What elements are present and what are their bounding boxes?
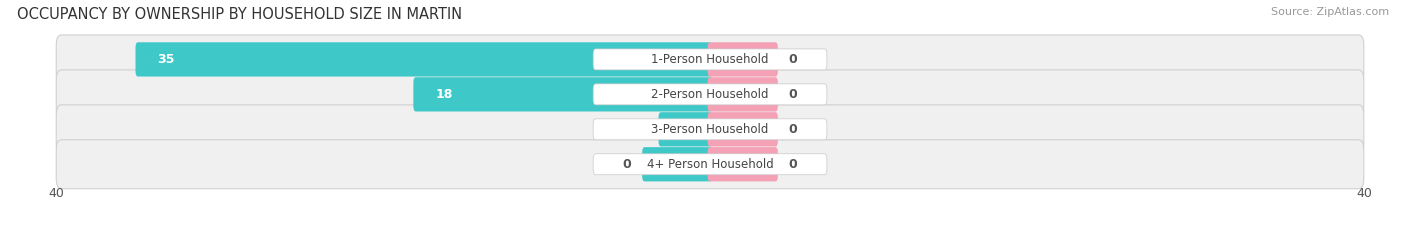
- FancyBboxPatch shape: [643, 147, 713, 181]
- Text: 35: 35: [157, 53, 174, 66]
- Text: 18: 18: [436, 88, 453, 101]
- FancyBboxPatch shape: [56, 105, 1364, 154]
- Text: 3-Person Household: 3-Person Household: [651, 123, 769, 136]
- FancyBboxPatch shape: [56, 140, 1364, 189]
- FancyBboxPatch shape: [593, 84, 827, 105]
- Text: 0: 0: [789, 158, 797, 171]
- Text: Source: ZipAtlas.com: Source: ZipAtlas.com: [1271, 7, 1389, 17]
- Text: 0: 0: [789, 88, 797, 101]
- Legend: Owner-occupied, Renter-occupied: Owner-occupied, Renter-occupied: [576, 229, 844, 233]
- Text: 0: 0: [623, 158, 631, 171]
- FancyBboxPatch shape: [707, 77, 778, 112]
- FancyBboxPatch shape: [658, 112, 713, 147]
- Text: 3: 3: [681, 123, 689, 136]
- FancyBboxPatch shape: [413, 77, 713, 112]
- FancyBboxPatch shape: [135, 42, 713, 76]
- FancyBboxPatch shape: [707, 147, 778, 181]
- FancyBboxPatch shape: [593, 49, 827, 70]
- Text: OCCUPANCY BY OWNERSHIP BY HOUSEHOLD SIZE IN MARTIN: OCCUPANCY BY OWNERSHIP BY HOUSEHOLD SIZE…: [17, 7, 463, 22]
- FancyBboxPatch shape: [707, 42, 778, 76]
- Text: 2-Person Household: 2-Person Household: [651, 88, 769, 101]
- Text: 4+ Person Household: 4+ Person Household: [647, 158, 773, 171]
- FancyBboxPatch shape: [56, 70, 1364, 119]
- FancyBboxPatch shape: [593, 119, 827, 140]
- FancyBboxPatch shape: [707, 112, 778, 147]
- Text: 0: 0: [789, 123, 797, 136]
- Text: 1-Person Household: 1-Person Household: [651, 53, 769, 66]
- FancyBboxPatch shape: [593, 154, 827, 175]
- Text: 0: 0: [789, 53, 797, 66]
- FancyBboxPatch shape: [56, 35, 1364, 84]
